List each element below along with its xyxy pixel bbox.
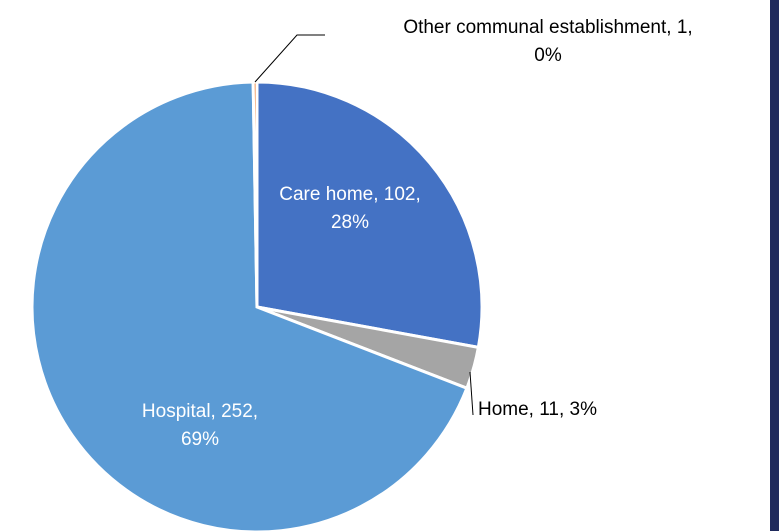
data-label: 0%	[534, 45, 562, 66]
leader-line	[254, 34, 325, 83]
leader-line	[469, 371, 474, 416]
pie-slice	[30, 80, 469, 531]
pie-slice	[255, 80, 484, 350]
data-label: Care home, 102,	[279, 184, 421, 205]
data-label: Hospital, 252,	[142, 401, 258, 422]
data-label: 28%	[331, 212, 369, 233]
data-label: Other communal establishment, 1,	[403, 17, 692, 38]
data-label: 69%	[181, 429, 219, 450]
side-border	[770, 0, 779, 531]
data-label: Home, 11, 3%	[478, 399, 597, 420]
